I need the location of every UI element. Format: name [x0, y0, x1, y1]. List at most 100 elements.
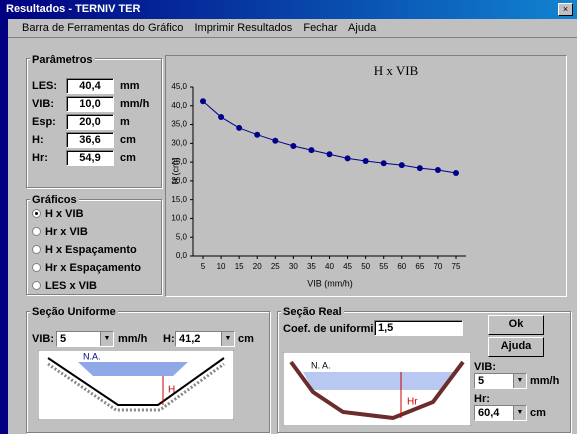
data-point — [453, 170, 459, 177]
radio-button[interactable] — [32, 227, 41, 236]
text-field[interactable]: 10,0 — [66, 96, 114, 112]
y-tick-label: 30,0 — [171, 138, 187, 147]
unit: cm — [120, 134, 136, 146]
window-title: Resultados - TERNIV TER — [6, 3, 141, 15]
x-axis-label: VIB (mm/h) — [307, 278, 353, 288]
unit: cm — [530, 407, 546, 419]
text-field[interactable]: 36,6 — [66, 132, 114, 148]
combo-box[interactable]: 41,2 ▼ — [175, 331, 235, 347]
data-point — [434, 166, 441, 173]
group-box — [26, 311, 270, 433]
x-tick-label: 20 — [253, 262, 262, 271]
text-field[interactable]: 40,4 — [66, 78, 114, 94]
title-bar — [0, 0, 577, 19]
x-tick-label: 25 — [271, 262, 280, 271]
unit: mm — [120, 80, 140, 92]
menu-item[interactable]: Barra de Ferramentas do Gráfico — [22, 22, 184, 34]
x-tick-label: 50 — [361, 262, 370, 271]
diagram-label: Hr — [407, 397, 418, 408]
diagram-label: H — [168, 385, 175, 396]
radio-button[interactable] — [32, 263, 41, 272]
label: VIB: — [32, 98, 54, 110]
data-point — [416, 165, 423, 172]
combo-box[interactable]: 5 ▼ — [474, 373, 527, 389]
data-point — [326, 151, 333, 158]
diagram-label: N.A. — [83, 351, 101, 361]
radio-label: H x VIB — [45, 208, 84, 220]
unit: mm/h — [118, 333, 148, 345]
combo-value: 5 — [60, 333, 67, 345]
label: VIB: — [32, 333, 54, 345]
label: Hr: — [474, 393, 490, 405]
radio-label: LES x VIB — [45, 280, 97, 292]
y-axis-label: H (cm) — [170, 158, 180, 185]
radio-option[interactable]: Hr x VIB — [32, 226, 88, 238]
radio-button[interactable] — [32, 281, 41, 290]
data-point — [218, 114, 225, 121]
menu-item[interactable]: Fechar — [303, 22, 338, 34]
combo-value: 41,2 — [179, 333, 201, 345]
x-tick-label: 55 — [379, 262, 388, 271]
x-tick-label: 35 — [307, 262, 316, 271]
ok-button[interactable]: Ok — [488, 315, 544, 335]
radio-option[interactable]: Hr x Espaçamento — [32, 262, 141, 274]
data-point — [380, 160, 387, 167]
left-strip — [0, 19, 8, 434]
combo-box[interactable]: 60,4 ▼ — [474, 405, 527, 421]
radio-option[interactable]: H x Espaçamento — [32, 244, 137, 256]
text-field[interactable]: 20,0 — [66, 114, 114, 130]
label: H: — [163, 333, 175, 345]
chart-panel — [165, 55, 567, 297]
menu-bar: Barra de Ferramentas do Gráfico Imprimir… — [22, 22, 376, 34]
group-title: Gráficos — [30, 194, 79, 206]
data-point — [362, 157, 369, 164]
help-button[interactable]: Ajuda — [488, 337, 544, 357]
x-tick-label: 15 — [235, 262, 244, 271]
y-tick-label: 5,0 — [176, 232, 188, 241]
diagram: N. A. Hr — [283, 352, 471, 426]
data-point — [236, 124, 243, 131]
menu-item[interactable]: Ajuda — [348, 22, 377, 34]
group-box — [277, 311, 571, 433]
group-title: Seção Real — [281, 306, 344, 318]
radio-label: Hr x Espaçamento — [45, 262, 141, 274]
radio-option[interactable]: H x VIB — [32, 208, 84, 220]
y-tick-label: 20,0 — [171, 176, 187, 185]
data-line — [202, 100, 457, 174]
radio-option[interactable]: LES x VIB — [32, 280, 97, 292]
radio-button[interactable] — [32, 209, 41, 218]
label: LES: — [32, 80, 58, 92]
close-button[interactable]: × — [558, 3, 573, 16]
chart-title: H x VIB — [374, 63, 419, 78]
combo-value: 5 — [478, 375, 485, 387]
unit: mm/h — [530, 375, 560, 387]
text-field[interactable]: 1,5 — [374, 320, 463, 336]
combo-box[interactable]: 5 ▼ — [56, 331, 114, 347]
text-field[interactable]: 54,9 — [66, 150, 114, 166]
unit: m — [120, 116, 130, 128]
radio-label: Hr x VIB — [45, 226, 88, 238]
menu-item[interactable]: Imprimir Resultados — [194, 22, 293, 34]
diagram-label: N. A. — [311, 360, 331, 370]
y-tick-label: 40,0 — [171, 101, 187, 110]
data-point — [272, 137, 279, 144]
y-tick-label: 35,0 — [171, 120, 187, 129]
separator — [8, 37, 577, 38]
y-tick-label: 0,0 — [176, 251, 188, 260]
group-box — [26, 199, 162, 295]
radio-button[interactable] — [32, 245, 41, 254]
x-tick-label: 65 — [415, 262, 424, 271]
label: H: — [32, 134, 44, 146]
radio-label: H x Espaçamento — [45, 244, 137, 256]
data-point — [254, 131, 261, 138]
x-tick-label: 10 — [217, 262, 226, 271]
chart: H x VIB H (cm) VIB (mm/h) 0,0 5,0 10,0 15,0… — [170, 63, 466, 288]
y-tick-label: 15,0 — [171, 195, 187, 204]
x-tick-label: 75 — [452, 262, 461, 271]
group-title: Seção Uniforme — [30, 306, 118, 318]
data-point — [308, 147, 315, 154]
x-tick-label: 40 — [325, 262, 334, 271]
combo-value: 60,4 — [478, 407, 500, 419]
x-tick-label: 45 — [343, 262, 352, 271]
